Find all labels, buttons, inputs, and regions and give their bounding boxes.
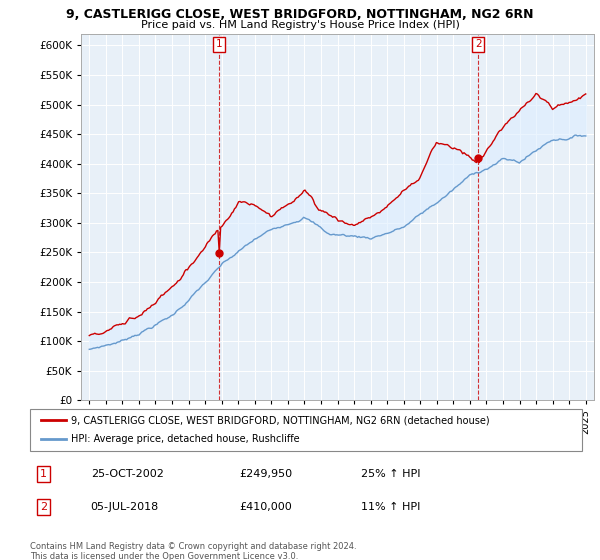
Text: £249,950: £249,950 xyxy=(240,469,293,479)
Text: 1: 1 xyxy=(215,39,222,49)
Text: 2: 2 xyxy=(40,502,47,512)
Text: 05-JUL-2018: 05-JUL-2018 xyxy=(91,502,159,512)
Text: 25-OCT-2002: 25-OCT-2002 xyxy=(91,469,164,479)
Text: £410,000: £410,000 xyxy=(240,502,293,512)
FancyBboxPatch shape xyxy=(30,409,582,451)
Text: 25% ↑ HPI: 25% ↑ HPI xyxy=(361,469,421,479)
Text: HPI: Average price, detached house, Rushcliffe: HPI: Average price, detached house, Rush… xyxy=(71,435,300,445)
Text: 9, CASTLERIGG CLOSE, WEST BRIDGFORD, NOTTINGHAM, NG2 6RN (detached house): 9, CASTLERIGG CLOSE, WEST BRIDGFORD, NOT… xyxy=(71,415,490,425)
Text: 9, CASTLERIGG CLOSE, WEST BRIDGFORD, NOTTINGHAM, NG2 6RN: 9, CASTLERIGG CLOSE, WEST BRIDGFORD, NOT… xyxy=(66,8,534,21)
Text: Contains HM Land Registry data © Crown copyright and database right 2024.
This d: Contains HM Land Registry data © Crown c… xyxy=(30,542,356,560)
Text: 1: 1 xyxy=(40,469,47,479)
Text: 11% ↑ HPI: 11% ↑ HPI xyxy=(361,502,421,512)
Text: 2: 2 xyxy=(475,39,482,49)
Text: Price paid vs. HM Land Registry's House Price Index (HPI): Price paid vs. HM Land Registry's House … xyxy=(140,20,460,30)
